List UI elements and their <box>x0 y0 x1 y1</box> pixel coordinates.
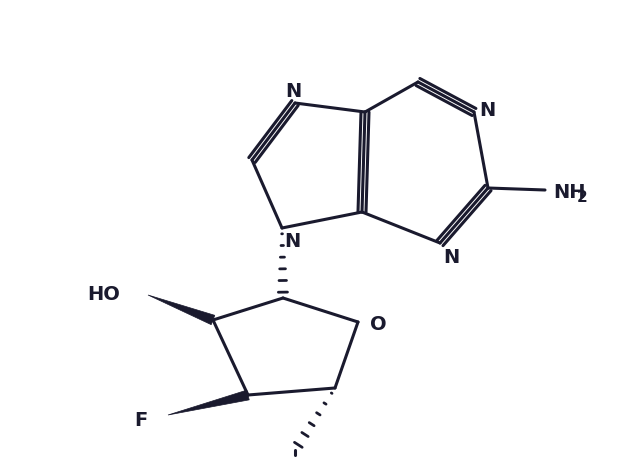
Text: O: O <box>370 314 387 334</box>
Text: NH: NH <box>553 183 586 203</box>
Text: N: N <box>443 248 460 267</box>
Text: N: N <box>479 101 495 119</box>
Polygon shape <box>168 390 249 415</box>
Text: F: F <box>135 410 148 430</box>
Text: N: N <box>284 232 300 251</box>
Polygon shape <box>148 295 215 325</box>
Text: N: N <box>285 82 301 101</box>
Text: 2: 2 <box>577 190 588 205</box>
Text: HO: HO <box>87 285 120 305</box>
